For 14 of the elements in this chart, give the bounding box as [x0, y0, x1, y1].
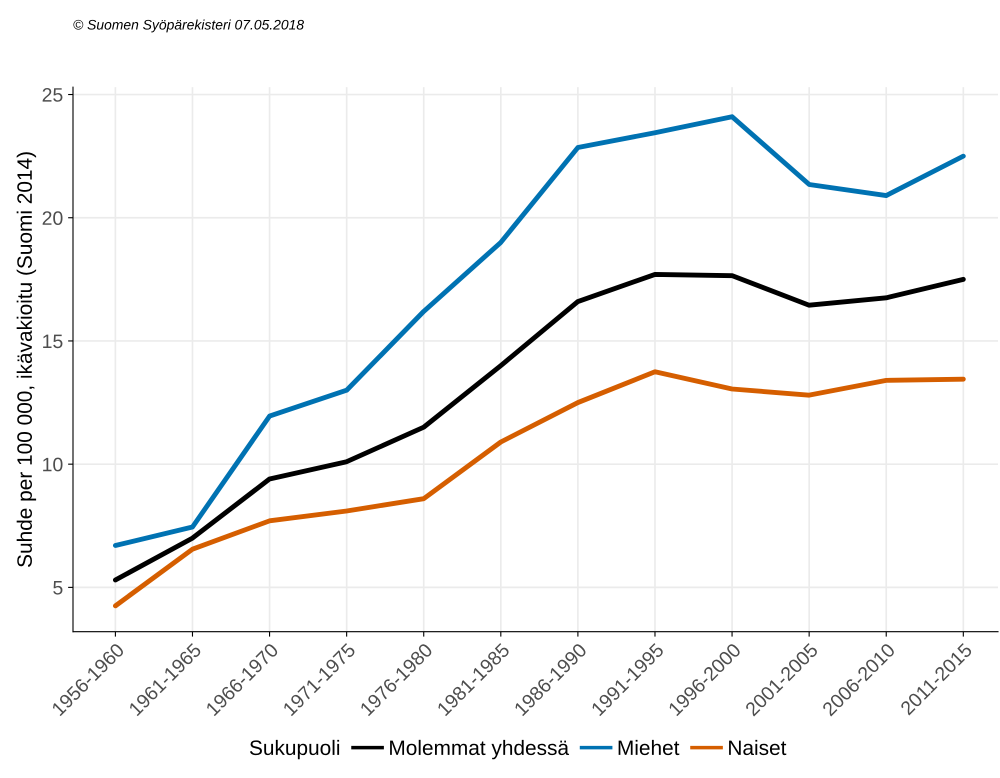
y-tick-label: 25: [42, 88, 62, 102]
y-axis-title: Suhde per 100 000, ikävakioitu (Suomi 2014): [16, 152, 36, 567]
line-series: [112, 272, 966, 582]
legend-label: Naiset: [729, 740, 786, 756]
legend-label: Miehet: [618, 740, 680, 756]
line-series: [112, 114, 966, 548]
y-tick-label: 10: [43, 458, 63, 472]
y-tick-label: 15: [43, 334, 62, 348]
text: © Suomen Syöpärekisteri 07.05.2018: [73, 19, 304, 32]
y-tick-label: 5: [53, 581, 62, 595]
line-series: [112, 369, 966, 608]
legend-title: Sukupuoli: [250, 740, 340, 760]
y-tick-label: 20: [42, 211, 63, 225]
legend-label: Molemmat yhdessä: [390, 740, 570, 760]
